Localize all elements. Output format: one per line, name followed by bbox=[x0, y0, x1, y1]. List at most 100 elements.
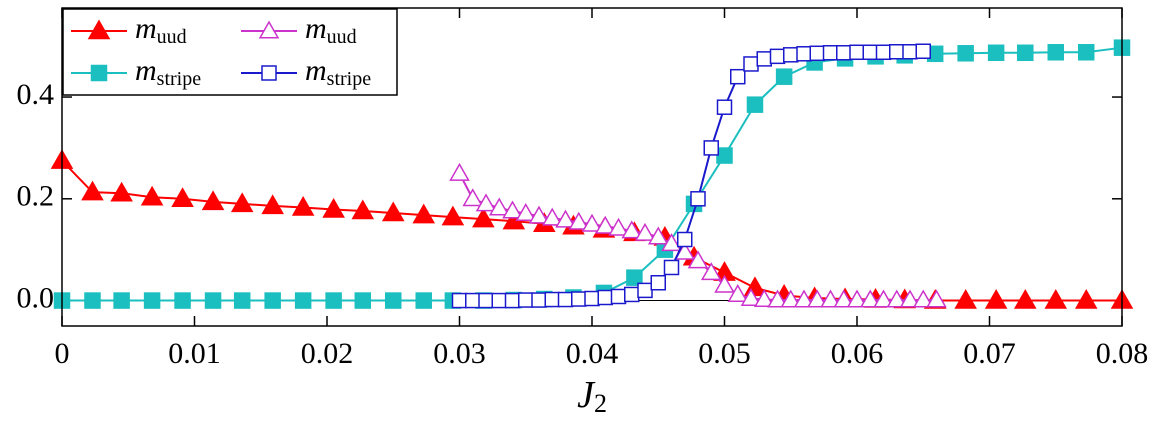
marker bbox=[846, 289, 868, 308]
marker bbox=[291, 195, 315, 216]
marker bbox=[836, 45, 852, 61]
legend-marker bbox=[90, 64, 108, 82]
marker bbox=[743, 56, 759, 72]
marker bbox=[488, 197, 510, 216]
legend-name: m bbox=[135, 54, 157, 87]
marker bbox=[515, 203, 537, 222]
marker bbox=[143, 292, 161, 309]
marker bbox=[756, 51, 772, 67]
legend-name-sub: uud bbox=[157, 26, 187, 48]
marker bbox=[412, 203, 436, 224]
marker bbox=[634, 222, 656, 241]
marker bbox=[700, 262, 722, 281]
marker bbox=[528, 205, 550, 224]
legend-name: m bbox=[305, 12, 327, 45]
marker bbox=[806, 289, 828, 308]
marker bbox=[624, 286, 640, 303]
x-tick-label: 0.08 bbox=[1096, 337, 1149, 370]
marker bbox=[441, 205, 465, 226]
legend-label: muud bbox=[135, 12, 187, 48]
marker bbox=[716, 147, 733, 164]
x-label-sub: 2 bbox=[594, 389, 607, 418]
marker bbox=[915, 43, 931, 59]
marker bbox=[703, 140, 719, 156]
marker bbox=[663, 259, 680, 276]
marker bbox=[594, 215, 616, 234]
marker bbox=[769, 48, 786, 65]
marker bbox=[626, 269, 643, 286]
x-tick-label: 0.07 bbox=[963, 337, 1016, 370]
marker bbox=[84, 292, 101, 309]
legend-label: mstripe bbox=[135, 54, 201, 90]
marker bbox=[462, 188, 484, 207]
marker bbox=[743, 276, 767, 297]
marker bbox=[264, 292, 281, 309]
marker bbox=[859, 289, 881, 308]
y-tick-label: 0.4 bbox=[17, 78, 55, 111]
marker bbox=[862, 44, 878, 61]
marker bbox=[385, 292, 402, 309]
marker bbox=[809, 45, 825, 62]
marker bbox=[775, 68, 793, 85]
marker bbox=[518, 292, 534, 308]
marker bbox=[140, 185, 164, 206]
marker bbox=[822, 45, 839, 61]
marker bbox=[502, 200, 523, 219]
marker bbox=[621, 220, 643, 239]
legend-marker bbox=[258, 20, 280, 39]
legend-name-sub: uud bbox=[327, 26, 357, 48]
marker bbox=[174, 292, 191, 309]
marker bbox=[491, 292, 507, 309]
marker bbox=[381, 201, 405, 222]
marker bbox=[230, 192, 254, 213]
marker bbox=[912, 289, 934, 308]
marker bbox=[415, 292, 432, 309]
marker bbox=[1013, 289, 1037, 309]
marker bbox=[204, 292, 222, 309]
marker bbox=[902, 44, 918, 60]
marker bbox=[581, 213, 603, 232]
marker bbox=[984, 289, 1008, 309]
y-tick-label: 0.2 bbox=[17, 180, 55, 213]
legend-label: muud bbox=[305, 12, 357, 48]
marker bbox=[504, 292, 521, 309]
x-label-main: J bbox=[577, 374, 596, 416]
marker bbox=[322, 197, 345, 218]
marker bbox=[849, 44, 865, 61]
marker bbox=[557, 291, 574, 308]
x-tick-label: 0.05 bbox=[698, 337, 751, 370]
marker bbox=[541, 207, 563, 226]
marker bbox=[677, 231, 693, 248]
marker bbox=[1017, 44, 1034, 62]
marker bbox=[796, 46, 812, 62]
marker bbox=[472, 207, 495, 228]
marker bbox=[753, 289, 775, 308]
marker bbox=[478, 292, 494, 309]
marker bbox=[746, 96, 764, 113]
marker bbox=[820, 289, 841, 308]
marker bbox=[568, 211, 590, 230]
marker bbox=[783, 47, 799, 63]
marker bbox=[637, 282, 653, 299]
legend-label: mstripe bbox=[305, 54, 371, 90]
marker bbox=[584, 290, 600, 307]
marker bbox=[899, 289, 921, 308]
marker bbox=[730, 68, 746, 85]
x-tick-label: 0.03 bbox=[433, 337, 486, 370]
marker bbox=[110, 181, 133, 202]
x-tick-label: 0.01 bbox=[168, 337, 221, 370]
y-tick-label: 0.0 bbox=[17, 281, 55, 314]
marker bbox=[957, 45, 974, 62]
marker bbox=[544, 291, 560, 308]
marker bbox=[690, 191, 706, 207]
legend-name-sub: stripe bbox=[327, 68, 372, 90]
marker bbox=[465, 292, 481, 309]
marker bbox=[954, 289, 977, 309]
marker bbox=[767, 289, 788, 308]
marker bbox=[451, 292, 468, 309]
marker bbox=[171, 187, 194, 208]
marker bbox=[610, 288, 627, 305]
marker bbox=[1074, 289, 1098, 309]
marker bbox=[873, 289, 894, 308]
